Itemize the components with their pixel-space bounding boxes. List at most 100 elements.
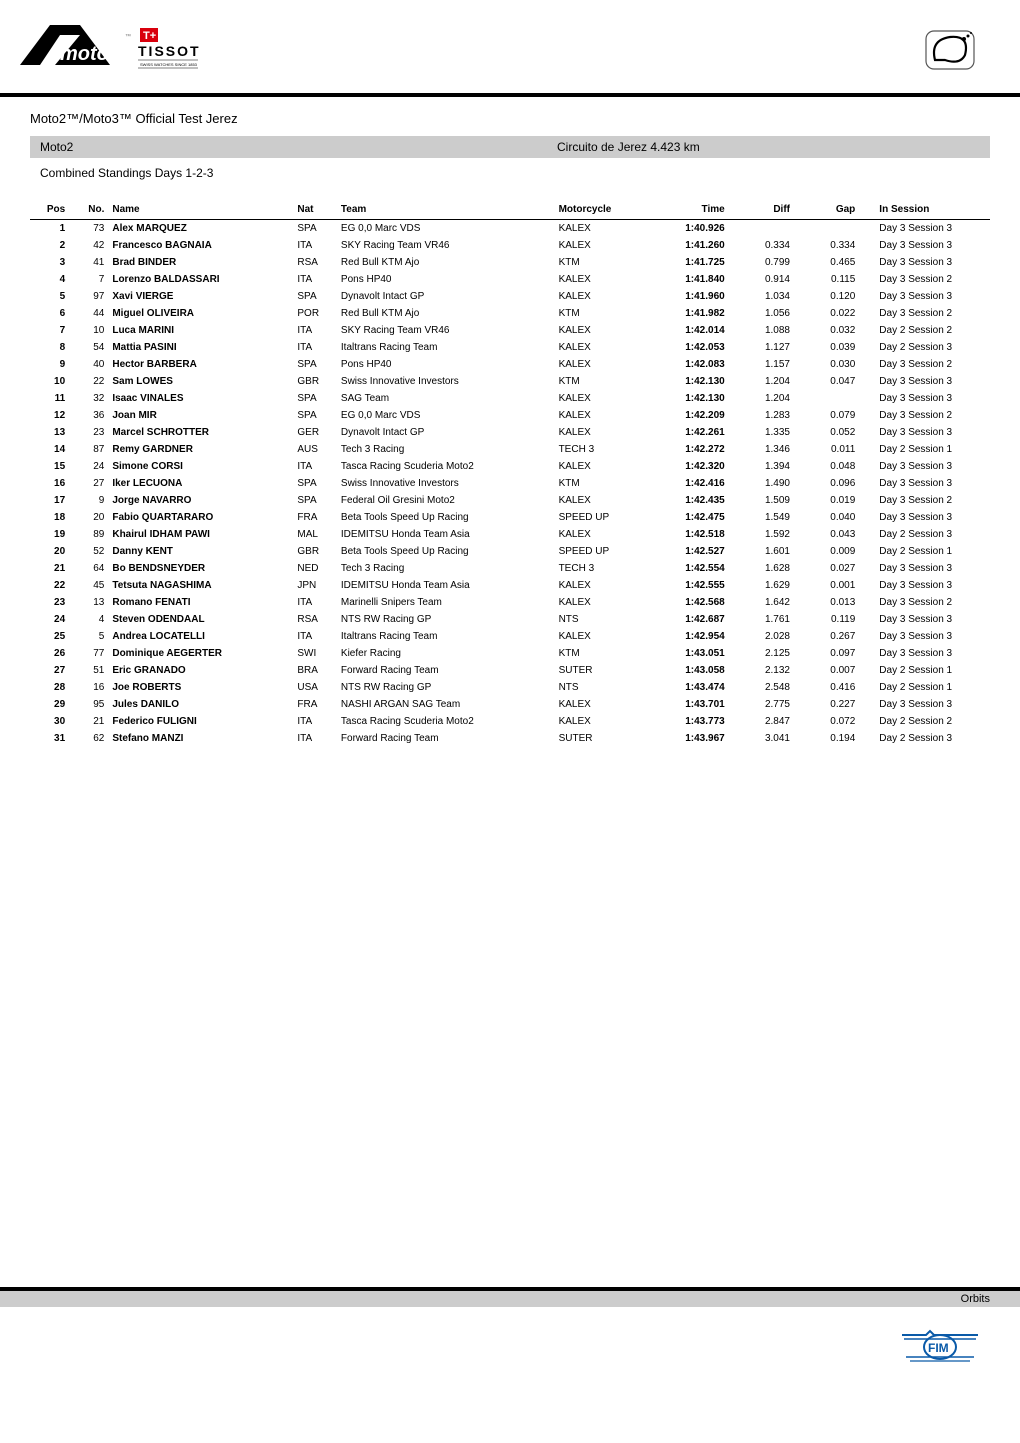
cell-no: 64 xyxy=(69,560,108,577)
cell-time: 1:42.083 xyxy=(642,356,729,373)
cell-sess: Day 2 Session 3 xyxy=(859,730,990,747)
table-row: 710Luca MARINIITASKY Racing Team VR46KAL… xyxy=(30,322,990,339)
cell-gap: 0.052 xyxy=(794,424,859,441)
cell-no: 10 xyxy=(69,322,108,339)
cell-sess: Day 2 Session 3 xyxy=(859,526,990,543)
cell-pos: 23 xyxy=(30,594,69,611)
cell-team: Tasca Racing Scuderia Moto2 xyxy=(337,458,555,475)
cell-pos: 6 xyxy=(30,305,69,322)
cell-time: 1:42.053 xyxy=(642,339,729,356)
cell-moto: KTM xyxy=(555,475,642,492)
cell-pos: 10 xyxy=(30,373,69,390)
fim-logo: FIM xyxy=(0,1307,1020,1390)
table-row: 2677Dominique AEGERTERSWIKiefer RacingKT… xyxy=(30,645,990,662)
corner-track-icon xyxy=(920,25,980,78)
cell-time: 1:42.416 xyxy=(642,475,729,492)
tissot-text: TISSOT xyxy=(138,43,200,59)
cell-moto: KALEX xyxy=(555,526,642,543)
cell-name: Dominique AEGERTER xyxy=(108,645,293,662)
cell-pos: 26 xyxy=(30,645,69,662)
cell-diff: 1.346 xyxy=(729,441,794,458)
cell-name: Lorenzo BALDASSARI xyxy=(108,271,293,288)
cell-time: 1:43.701 xyxy=(642,696,729,713)
cell-pos: 8 xyxy=(30,339,69,356)
cell-diff: 1.549 xyxy=(729,509,794,526)
cell-name: Tetsuta NAGASHIMA xyxy=(108,577,293,594)
cell-name: Fabio QUARTARARO xyxy=(108,509,293,526)
cell-diff: 0.914 xyxy=(729,271,794,288)
table-row: 597Xavi VIERGESPADynavolt Intact GPKALEX… xyxy=(30,288,990,305)
cell-diff xyxy=(729,220,794,238)
cell-team: Pons HP40 xyxy=(337,271,555,288)
table-row: 1820Fabio QUARTARAROFRABeta Tools Speed … xyxy=(30,509,990,526)
table-row: 644Miguel OLIVEIRAPORRed Bull KTM AjoKTM… xyxy=(30,305,990,322)
cell-moto: KTM xyxy=(555,645,642,662)
cell-gap: 0.119 xyxy=(794,611,859,628)
cell-sess: Day 3 Session 2 xyxy=(859,492,990,509)
motogp-text: motogp xyxy=(60,43,133,65)
cell-time: 1:42.518 xyxy=(642,526,729,543)
cell-sess: Day 2 Session 1 xyxy=(859,662,990,679)
cell-nat: ITA xyxy=(293,322,337,339)
cell-time: 1:42.687 xyxy=(642,611,729,628)
cell-sess: Day 3 Session 3 xyxy=(859,645,990,662)
cell-nat: AUS xyxy=(293,441,337,458)
cell-team: NTS RW Racing GP xyxy=(337,611,555,628)
cell-nat: GBR xyxy=(293,543,337,560)
cell-sess: Day 2 Session 1 xyxy=(859,543,990,560)
cell-nat: BRA xyxy=(293,662,337,679)
cell-time: 1:42.320 xyxy=(642,458,729,475)
cell-time: 1:42.435 xyxy=(642,492,729,509)
cell-moto: KALEX xyxy=(555,492,642,509)
cell-time: 1:42.554 xyxy=(642,560,729,577)
cell-diff: 1.601 xyxy=(729,543,794,560)
cell-nat: POR xyxy=(293,305,337,322)
cell-nat: SWI xyxy=(293,645,337,662)
cell-moto: KALEX xyxy=(555,696,642,713)
cell-gap: 0.047 xyxy=(794,373,859,390)
cell-moto: KALEX xyxy=(555,288,642,305)
cell-diff: 2.775 xyxy=(729,696,794,713)
cell-diff: 1.204 xyxy=(729,390,794,407)
cell-gap: 0.040 xyxy=(794,509,859,526)
cell-gap: 0.079 xyxy=(794,407,859,424)
cell-pos: 21 xyxy=(30,560,69,577)
cell-nat: ITA xyxy=(293,594,337,611)
cell-diff: 1.056 xyxy=(729,305,794,322)
cell-team: Marinelli Snipers Team xyxy=(337,594,555,611)
cell-nat: ITA xyxy=(293,458,337,475)
class-circuit-bar: Moto2 Circuito de Jerez 4.423 km xyxy=(30,136,990,158)
cell-nat: SPA xyxy=(293,475,337,492)
cell-time: 1:42.209 xyxy=(642,407,729,424)
cell-no: 22 xyxy=(69,373,108,390)
cell-moto: NTS xyxy=(555,611,642,628)
table-row: 2816Joe ROBERTSUSANTS RW Racing GPNTS1:4… xyxy=(30,679,990,696)
table-row: 2313Romano FENATIITAMarinelli Snipers Te… xyxy=(30,594,990,611)
table-row: 341Brad BINDERRSARed Bull KTM AjoKTM1:41… xyxy=(30,254,990,271)
col-header-diff: Diff xyxy=(729,200,794,220)
table-row: 1524Simone CORSIITATasca Racing Scuderia… xyxy=(30,458,990,475)
cell-nat: GER xyxy=(293,424,337,441)
cell-team: Red Bull KTM Ajo xyxy=(337,305,555,322)
cell-gap: 0.043 xyxy=(794,526,859,543)
cell-name: Andrea LOCATELLI xyxy=(108,628,293,645)
cell-pos: 3 xyxy=(30,254,69,271)
table-row: 244Steven ODENDAALRSANTS RW Racing GPNTS… xyxy=(30,611,990,628)
cell-diff: 1.157 xyxy=(729,356,794,373)
col-header-no: No. xyxy=(69,200,108,220)
col-header-moto: Motorcycle xyxy=(555,200,642,220)
cell-no: 16 xyxy=(69,679,108,696)
col-header-sess: In Session xyxy=(859,200,990,220)
cell-no: 24 xyxy=(69,458,108,475)
circuit-label: Circuito de Jerez 4.423 km xyxy=(557,140,980,154)
cell-pos: 24 xyxy=(30,611,69,628)
cell-no: 89 xyxy=(69,526,108,543)
cell-moto: KALEX xyxy=(555,271,642,288)
cell-time: 1:42.130 xyxy=(642,373,729,390)
table-row: 2052Danny KENTGBRBeta Tools Speed Up Rac… xyxy=(30,543,990,560)
cell-diff: 2.132 xyxy=(729,662,794,679)
cell-time: 1:42.954 xyxy=(642,628,729,645)
cell-diff: 1.642 xyxy=(729,594,794,611)
cell-pos: 9 xyxy=(30,356,69,373)
cell-moto: KALEX xyxy=(555,237,642,254)
